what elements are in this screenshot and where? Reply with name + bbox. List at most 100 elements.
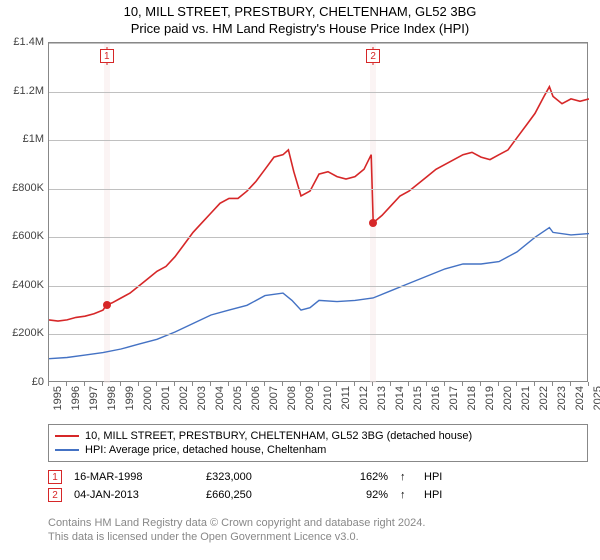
sale-marker — [369, 219, 377, 227]
y-axis-label: £1.4M — [4, 36, 44, 48]
footer-line2: This data is licensed under the Open Gov… — [48, 530, 588, 544]
x-axis-label: 2005 — [232, 386, 244, 410]
x-tick — [336, 382, 337, 386]
x-tick — [282, 382, 283, 386]
x-axis-label: 2000 — [142, 386, 154, 410]
x-axis-label: 2003 — [196, 386, 208, 410]
x-tick — [480, 382, 481, 386]
y-axis-label: £600K — [4, 230, 44, 242]
x-tick — [390, 382, 391, 386]
x-axis-label: 2012 — [358, 386, 370, 410]
x-axis-label: 2008 — [286, 386, 298, 410]
chart-container: 10, MILL STREET, PRESTBURY, CHELTENHAM, … — [0, 0, 600, 560]
x-axis-label: 2006 — [250, 386, 262, 410]
legend-swatch-hpi — [55, 449, 79, 451]
gridline-h — [49, 334, 587, 335]
x-axis-label: 2017 — [448, 386, 460, 410]
gridline-h — [49, 92, 587, 93]
x-axis-label: 2023 — [556, 386, 568, 410]
x-tick — [138, 382, 139, 386]
x-tick — [102, 382, 103, 386]
x-axis-label: 2009 — [304, 386, 316, 410]
x-tick — [444, 382, 445, 386]
x-axis-label: 1999 — [124, 386, 136, 410]
plot-area: 12 — [48, 42, 588, 382]
x-tick — [372, 382, 373, 386]
chart-wrap: 12 £0£200K£400K£600K£800K£1M£1.2M£1.4M19… — [0, 42, 600, 422]
x-axis-label: 2016 — [430, 386, 442, 410]
x-axis-label: 2022 — [538, 386, 550, 410]
gridline-h — [49, 140, 587, 141]
x-axis-label: 2014 — [394, 386, 406, 410]
sale-hpi-label: HPI — [424, 471, 464, 483]
x-tick — [408, 382, 409, 386]
sale-table-row: 2 04-JAN-2013 £660,250 92% ↑ HPI — [48, 486, 588, 504]
x-axis-label: 1996 — [70, 386, 82, 410]
sale-table-row: 116-MAR-1998£323,000162%↑HPI — [48, 468, 588, 486]
legend-swatch-property — [55, 435, 79, 437]
x-tick — [318, 382, 319, 386]
up-arrow-icon: ↑ — [400, 489, 412, 501]
gridline-h — [49, 237, 587, 238]
sale-flag: 2 — [366, 49, 380, 63]
x-axis-label: 2021 — [520, 386, 532, 410]
x-tick — [534, 382, 535, 386]
x-tick — [210, 382, 211, 386]
chart-title: 10, MILL STREET, PRESTBURY, CHELTENHAM, … — [0, 0, 600, 19]
x-tick — [156, 382, 157, 386]
x-axis-label: 2002 — [178, 386, 190, 410]
x-axis-label: 1998 — [106, 386, 118, 410]
x-tick — [354, 382, 355, 386]
x-tick — [174, 382, 175, 386]
sale-date: 04-JAN-2013 — [74, 489, 194, 501]
x-axis-label: 1995 — [52, 386, 64, 410]
sale-flag-icon: 2 — [48, 488, 62, 502]
x-axis-label: 2010 — [322, 386, 334, 410]
x-axis-label: 2019 — [484, 386, 496, 410]
x-tick — [120, 382, 121, 386]
x-axis-label: 2020 — [502, 386, 514, 410]
legend-label-hpi: HPI: Average price, detached house, Chel… — [85, 444, 326, 456]
x-axis-label: 2011 — [340, 386, 352, 410]
gridline-h — [49, 43, 587, 44]
y-axis-label: £1M — [4, 133, 44, 145]
sale-pct: 92% — [328, 489, 388, 501]
x-tick — [300, 382, 301, 386]
x-axis-label: 2015 — [412, 386, 424, 410]
sale-hpi-label: HPI — [424, 489, 464, 501]
x-axis-label: 2001 — [160, 386, 172, 410]
legend-item-property: 10, MILL STREET, PRESTBURY, CHELTENHAM, … — [55, 429, 581, 443]
x-tick — [264, 382, 265, 386]
x-tick — [48, 382, 49, 386]
sale-date: 16-MAR-1998 — [74, 471, 194, 483]
sale-flag: 1 — [100, 49, 114, 63]
x-tick — [462, 382, 463, 386]
x-axis-label: 2025 — [592, 386, 600, 410]
sale-table: 116-MAR-1998£323,000162%↑HPI204-JAN-2013… — [48, 468, 588, 504]
y-axis-label: £1.2M — [4, 85, 44, 97]
legend-box: 10, MILL STREET, PRESTBURY, CHELTENHAM, … — [48, 424, 588, 462]
y-axis-label: £800K — [4, 182, 44, 194]
sale-price: £660,250 — [206, 489, 316, 501]
x-tick — [498, 382, 499, 386]
x-tick — [66, 382, 67, 386]
gridline-h — [49, 189, 587, 190]
x-axis-label: 2004 — [214, 386, 226, 410]
sale-marker — [103, 301, 111, 309]
chart-subtitle: Price paid vs. HM Land Registry's House … — [0, 19, 600, 40]
x-tick — [552, 382, 553, 386]
sale-flag-icon: 1 — [48, 470, 62, 484]
x-tick — [588, 382, 589, 386]
x-axis-label: 2018 — [466, 386, 478, 410]
x-axis-label: 1997 — [88, 386, 100, 410]
x-tick — [84, 382, 85, 386]
legend-item-hpi: HPI: Average price, detached house, Chel… — [55, 443, 581, 457]
y-axis-label: £400K — [4, 279, 44, 291]
footer-attribution: Contains HM Land Registry data © Crown c… — [48, 516, 588, 545]
x-tick — [228, 382, 229, 386]
legend-label-property: 10, MILL STREET, PRESTBURY, CHELTENHAM, … — [85, 430, 472, 442]
x-axis-label: 2024 — [574, 386, 586, 410]
line-chart-svg — [49, 43, 589, 383]
x-tick — [426, 382, 427, 386]
x-axis-label: 2013 — [376, 386, 388, 410]
